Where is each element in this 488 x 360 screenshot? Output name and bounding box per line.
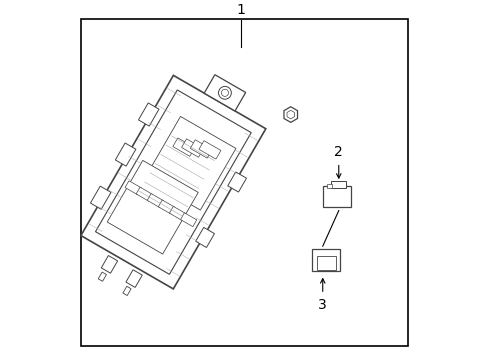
Polygon shape [180,213,196,227]
Circle shape [221,89,228,96]
Polygon shape [147,194,163,207]
Polygon shape [284,107,297,122]
Polygon shape [101,256,118,273]
Text: 1: 1 [236,3,245,17]
Polygon shape [125,181,141,195]
Polygon shape [144,116,235,210]
Polygon shape [190,140,212,158]
Polygon shape [98,272,106,281]
Polygon shape [312,249,340,271]
Polygon shape [138,103,159,126]
Polygon shape [95,90,251,274]
Polygon shape [326,184,331,188]
Polygon shape [199,141,221,159]
Polygon shape [115,143,136,166]
Polygon shape [181,139,203,157]
Polygon shape [323,186,350,207]
Text: 2: 2 [334,145,343,159]
Polygon shape [169,206,185,220]
Polygon shape [81,75,265,289]
Circle shape [218,86,231,99]
Text: 3: 3 [318,298,326,312]
Polygon shape [90,186,111,209]
Polygon shape [204,75,245,111]
Polygon shape [330,181,346,188]
Polygon shape [173,138,194,156]
Polygon shape [158,200,174,214]
Polygon shape [316,256,335,270]
Polygon shape [122,286,131,296]
Polygon shape [126,270,142,287]
Polygon shape [107,161,198,254]
Polygon shape [227,172,246,192]
Polygon shape [195,228,214,247]
Polygon shape [136,187,152,201]
Polygon shape [286,110,294,119]
